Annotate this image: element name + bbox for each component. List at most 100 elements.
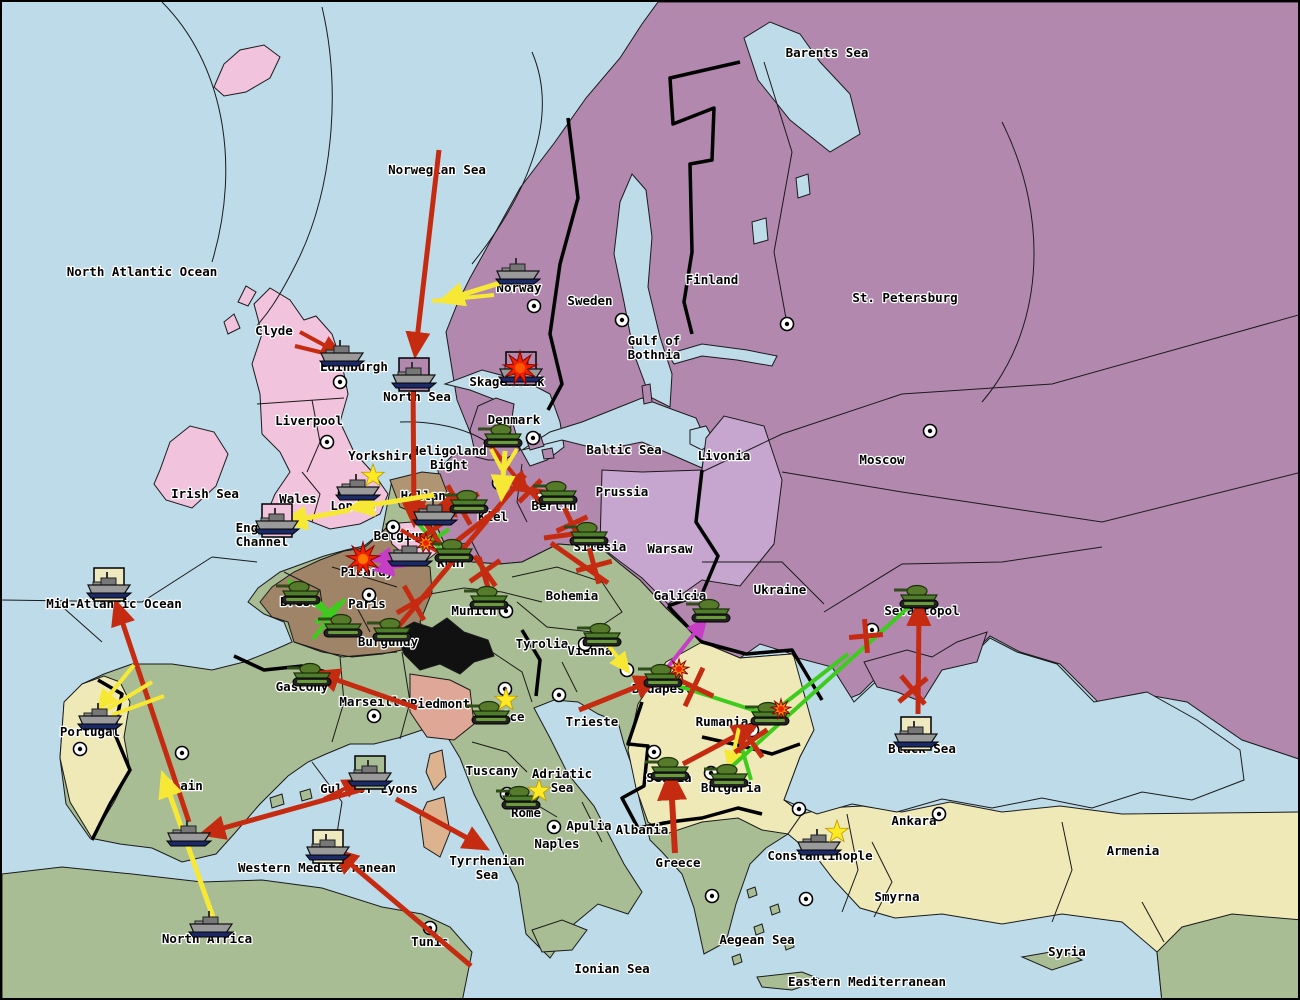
supply-center-dot[interactable] <box>526 298 542 314</box>
supply-center-dot[interactable] <box>646 744 662 760</box>
supply-center-dot[interactable] <box>551 687 567 703</box>
supply-center-dot[interactable] <box>922 423 938 439</box>
region-crimea-mauve[interactable] <box>863 631 988 703</box>
fleet-unit[interactable] <box>304 829 352 864</box>
supply-center-dot[interactable] <box>614 312 630 328</box>
supply-center-dot[interactable] <box>366 708 382 724</box>
fleet-unit[interactable] <box>411 499 459 526</box>
fleet-unit[interactable] <box>318 340 366 367</box>
border-line <box>293 641 398 658</box>
supply-center-dot[interactable] <box>779 316 795 332</box>
ship-superstructure <box>405 367 422 376</box>
region-label: Ionian Sea <box>574 961 649 976</box>
supply-center-core <box>371 713 377 719</box>
army-unit[interactable] <box>464 585 509 610</box>
region-label: Tuscany <box>466 763 519 778</box>
army-unit[interactable] <box>318 613 363 638</box>
supply-center-dot[interactable] <box>319 434 335 450</box>
army-unit[interactable] <box>444 489 489 514</box>
region-syria-sage[interactable] <box>1156 913 1300 1000</box>
army-unit[interactable] <box>564 521 609 546</box>
army-unit[interactable] <box>704 763 749 788</box>
region-label: Clyde <box>255 323 293 338</box>
region-white-sea[interactable] <box>743 21 861 153</box>
army-unit[interactable] <box>276 580 321 605</box>
region-poland-livonia-violet[interactable] <box>599 415 783 605</box>
region-north-africa-sage[interactable] <box>2 866 473 1000</box>
region-balearics[interactable] <box>269 788 313 809</box>
region-aegean-islands[interactable] <box>731 886 795 966</box>
region-iceland[interactable] <box>213 44 281 97</box>
national-border-line <box>620 701 650 829</box>
tank-track-trim <box>696 616 726 619</box>
army-unit[interactable] <box>287 662 332 687</box>
fleet-unit[interactable] <box>386 540 434 567</box>
region-label: Gulf of <box>628 333 681 348</box>
army-unit[interactable] <box>478 423 523 448</box>
supply-center-dot[interactable] <box>546 819 562 835</box>
region-label: Trieste <box>566 714 619 729</box>
region-crete[interactable] <box>756 971 824 991</box>
region-cyprus[interactable] <box>1020 949 1084 971</box>
army-unit[interactable] <box>367 617 412 642</box>
region-sardinia[interactable] <box>419 796 451 858</box>
region-sicily[interactable] <box>531 919 588 953</box>
fleet-unit[interactable] <box>76 703 124 730</box>
region-lake-ladoga[interactable] <box>751 217 769 245</box>
region-gulf-of-finland-sea[interactable] <box>667 343 778 367</box>
failed-x-mark <box>848 618 884 654</box>
army-unit[interactable] <box>429 538 474 563</box>
ship-waterline <box>304 854 352 861</box>
fleet-unit[interactable] <box>187 911 235 938</box>
supply-center-dot[interactable] <box>798 891 814 907</box>
fleet-unit[interactable] <box>795 829 843 856</box>
fleet-unit[interactable] <box>334 474 382 501</box>
region-label: Denmark <box>488 412 541 427</box>
region-label: Bothnia <box>628 347 681 362</box>
supply-center-core <box>709 893 715 899</box>
fleet-unit[interactable] <box>892 716 940 751</box>
fleet-unit[interactable] <box>253 503 301 538</box>
supply-center-dot[interactable] <box>931 806 947 822</box>
region-label: Prussia <box>596 484 649 499</box>
ship-waterline <box>411 519 459 526</box>
fleet-unit[interactable] <box>85 567 133 602</box>
ship-superstructure <box>319 839 336 848</box>
region-switzerland-black[interactable] <box>395 617 495 675</box>
supply-center-dot[interactable] <box>174 745 190 761</box>
region-scottish-isles[interactable] <box>223 285 257 335</box>
supply-center-dot[interactable] <box>72 741 88 757</box>
fleet-unit[interactable] <box>165 820 213 847</box>
supply-center-dot[interactable] <box>525 430 541 446</box>
region-piedmont-salmon[interactable] <box>409 673 475 741</box>
supply-center-dot[interactable] <box>385 519 401 535</box>
green-move-arrow <box>668 681 760 714</box>
region-gotland[interactable] <box>641 383 653 405</box>
army-unit[interactable] <box>894 584 939 609</box>
region-great-britain[interactable] <box>251 287 389 530</box>
fleet-unit[interactable] <box>390 357 438 392</box>
tank-track-trim <box>574 539 604 542</box>
yellow-move-arrow <box>431 293 495 303</box>
region-gulf-of-bothnia-sea[interactable] <box>613 173 673 408</box>
yellow-move-arrow <box>489 448 504 471</box>
supply-center-dot[interactable] <box>704 888 720 904</box>
region-corsica[interactable] <box>425 749 447 791</box>
army-unit[interactable] <box>638 663 683 688</box>
region-ireland[interactable] <box>153 425 229 509</box>
army-unit[interactable] <box>466 700 511 725</box>
army-unit[interactable] <box>645 756 690 781</box>
supply-center-dot[interactable] <box>791 801 807 817</box>
supply-center-dot[interactable] <box>361 587 377 603</box>
army-unit[interactable] <box>577 622 622 647</box>
tank-track-trim <box>488 441 518 444</box>
supply-center-dot[interactable] <box>332 374 348 390</box>
army-unit[interactable] <box>496 785 541 810</box>
fleet-unit[interactable] <box>346 755 394 790</box>
supply-center-core <box>530 435 536 441</box>
army-unit[interactable] <box>686 598 731 623</box>
fleet-unit[interactable] <box>494 258 542 285</box>
region-lake-onega[interactable] <box>795 173 811 199</box>
army-unit[interactable] <box>533 480 578 505</box>
